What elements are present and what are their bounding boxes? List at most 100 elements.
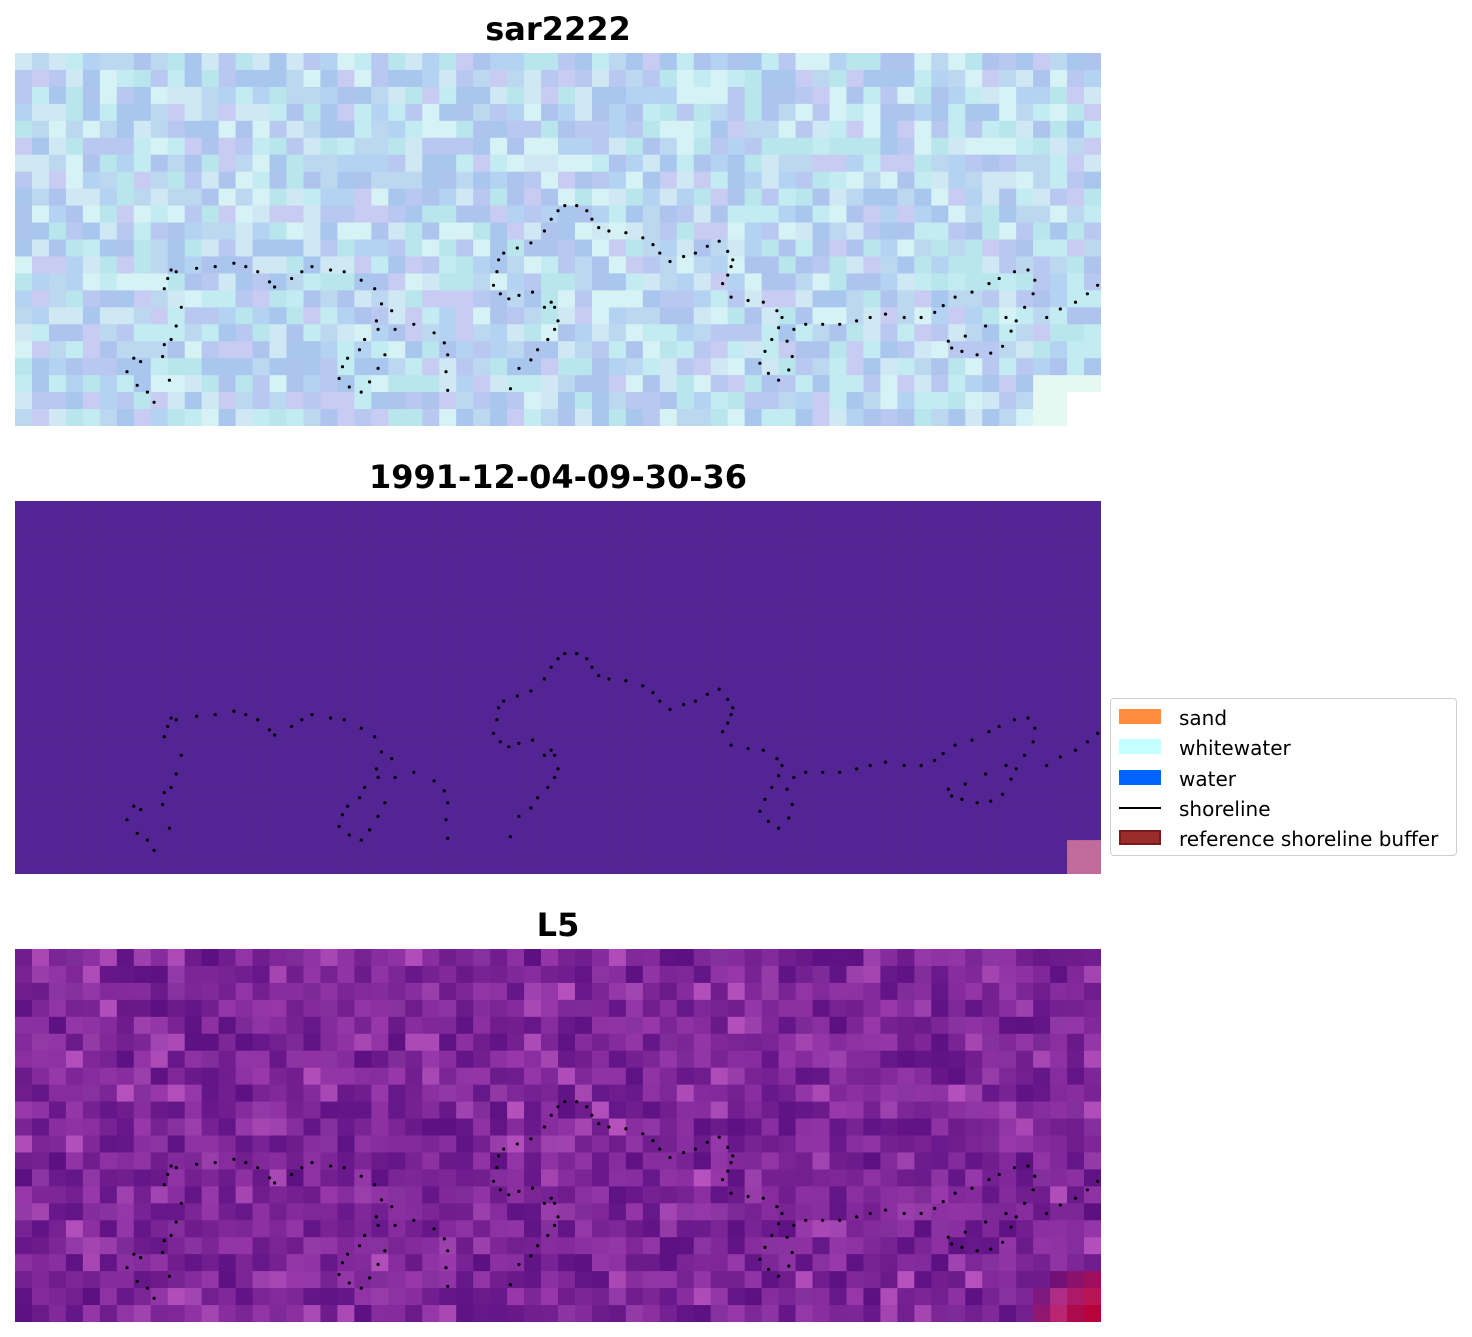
heatmap-cell: [337, 1220, 355, 1238]
heatmap-cell: [659, 1101, 678, 1120]
heatmap-cell: [65, 222, 84, 241]
heatmap-cell: [829, 687, 848, 706]
heatmap-cell: [965, 670, 983, 689]
heatmap-cell: [1050, 965, 1068, 984]
shoreline-point: [575, 1100, 579, 1104]
heatmap-cell: [388, 341, 406, 359]
heatmap-cell: [439, 358, 457, 376]
heatmap-cell: [218, 704, 237, 722]
heatmap-cell: [948, 653, 966, 672]
heatmap-cell: [371, 1016, 389, 1035]
heatmap-cell: [897, 53, 915, 71]
shoreline-point: [497, 258, 501, 262]
shoreline-point: [641, 236, 645, 240]
heatmap-cell: [897, 392, 915, 410]
heatmap-cell: [218, 501, 237, 519]
heatmap-cell: [99, 999, 118, 1018]
heatmap-cell: [608, 501, 627, 519]
heatmap-cell: [558, 840, 576, 858]
heatmap-cell: [320, 602, 339, 621]
heatmap-cell: [1016, 806, 1034, 824]
heatmap-cell: [371, 806, 389, 824]
heatmap-cell: [15, 1016, 33, 1035]
heatmap-cell: [99, 1237, 118, 1255]
shoreline-point: [515, 694, 519, 698]
heatmap-cell: [252, 239, 271, 258]
shoreline-point: [444, 818, 448, 822]
heatmap-cell: [1016, 755, 1034, 773]
heatmap-cell: [133, 517, 152, 536]
heatmap-cell: [48, 69, 67, 88]
heatmap-cell: [473, 392, 491, 410]
heatmap-cell: [761, 53, 780, 71]
heatmap-cell: [965, 501, 983, 519]
heatmap-cell: [303, 755, 322, 773]
heatmap-cell: [591, 1101, 610, 1120]
heatmap-cell: [286, 1288, 305, 1306]
heatmap-cell: [490, 687, 508, 706]
heatmap-cell: [456, 1237, 474, 1255]
heatmap-cell: [727, 619, 746, 638]
heatmap-cell: [574, 653, 593, 672]
heatmap-cell: [422, 1254, 440, 1272]
heatmap-cell: [608, 687, 627, 706]
heatmap-cell: [914, 965, 932, 984]
heatmap-cell: [133, 1016, 152, 1035]
heatmap-cell: [948, 188, 966, 207]
heatmap-cell: [659, 517, 678, 536]
heatmap-cell: [591, 501, 610, 519]
heatmap-cell: [354, 188, 372, 207]
heatmap-cell: [676, 239, 695, 258]
heatmap-cell: [846, 721, 865, 739]
shoreline-point: [668, 259, 672, 264]
shoreline-point: [556, 657, 560, 661]
heatmap-cell: [608, 222, 627, 241]
heatmap-cell: [490, 755, 508, 773]
heatmap-cell: [218, 1305, 237, 1322]
heatmap-cell: [320, 568, 339, 587]
heatmap-cell: [693, 1067, 712, 1086]
heatmap-cell: [31, 840, 50, 858]
heatmap-cell: [999, 1186, 1017, 1204]
heatmap-cell: [456, 949, 474, 967]
heatmap-cell: [184, 999, 203, 1018]
heatmap-cell: [965, 772, 983, 790]
heatmap-cell: [405, 551, 423, 570]
heatmap-cell: [693, 358, 712, 376]
heatmap-cell: [150, 965, 169, 984]
heatmap-cell: [710, 636, 729, 655]
heatmap-cell: [710, 154, 729, 173]
heatmap-cell: [1050, 982, 1068, 1001]
shoreline-point: [963, 1230, 967, 1234]
heatmap-cell: [150, 1271, 169, 1289]
heatmap-cell: [914, 721, 932, 739]
heatmap-cell: [286, 53, 305, 71]
heatmap-cell: [948, 1118, 966, 1137]
heatmap-cell: [388, 358, 406, 376]
heatmap-cell: [948, 636, 966, 655]
heatmap-cell: [65, 86, 84, 105]
heatmap-cell: [405, 1084, 423, 1103]
heatmap-cell: [1033, 636, 1051, 655]
heatmap-cell: [439, 687, 457, 706]
shoreline-point: [1085, 1188, 1089, 1192]
heatmap-cell: [693, 1118, 712, 1137]
heatmap-cell: [761, 1186, 780, 1204]
heatmap-cell: [558, 857, 576, 874]
heatmap-cell: [761, 86, 780, 105]
heatmap-cell: [914, 1203, 932, 1221]
heatmap-cell: [303, 568, 322, 587]
heatmap-cell: [744, 636, 763, 655]
shoreline-point: [357, 348, 362, 352]
heatmap-cell: [354, 154, 372, 173]
heatmap-cell: [574, 551, 593, 570]
heatmap-cell: [286, 1186, 305, 1204]
heatmap-cell: [863, 1169, 882, 1187]
heatmap-cell: [1016, 949, 1034, 967]
heatmap-cell: [1050, 137, 1068, 156]
heatmap-cell: [999, 949, 1017, 967]
heatmap-cell: [880, 982, 898, 1001]
heatmap-cell: [252, 1186, 271, 1204]
heatmap-cell: [999, 636, 1017, 655]
heatmap-cell: [473, 670, 491, 689]
